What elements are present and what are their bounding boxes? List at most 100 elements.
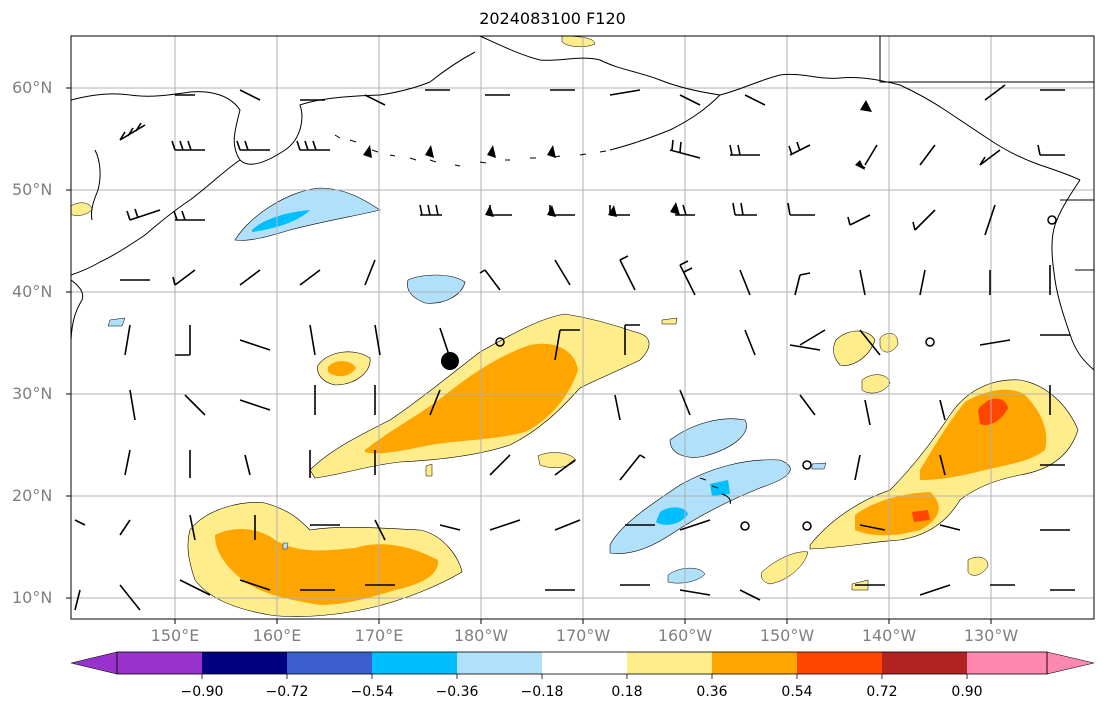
lon-label: 130°W: [963, 626, 1019, 645]
lat-label: 10°N: [12, 588, 53, 607]
positive-anomaly-region: [861, 374, 891, 394]
wind-barb: [984, 204, 996, 236]
station-circle: [925, 337, 935, 347]
wind-barb: [554, 519, 581, 531]
wind-barb: [939, 399, 946, 421]
colorbar-under-extension: [70, 651, 118, 675]
wind-barb: [919, 269, 926, 296]
positive-anomaly-region: [761, 551, 809, 585]
wind-barb: [429, 389, 441, 416]
wind-barb: [173, 210, 205, 221]
wind-barb: [244, 454, 251, 476]
wind-barb: [669, 139, 701, 159]
wind-barb: [124, 324, 131, 356]
colorbar-tick-label: −0.54: [350, 684, 394, 700]
gridlines: [71, 36, 1094, 619]
negative-anomaly-region: [282, 542, 289, 550]
colorbar-segment: [457, 652, 542, 674]
lon-label: 140°W: [861, 626, 917, 645]
wind-barb: [189, 514, 196, 541]
hawaii-islands: [699, 477, 731, 505]
lat-label: 50°N: [12, 180, 53, 199]
wind-barb: [184, 394, 206, 416]
colorbar-tick-label: 0.54: [781, 684, 813, 700]
colorbar-tick-label: −0.72: [265, 684, 309, 700]
positive-anomaly-core: [365, 343, 578, 454]
station-circle: [802, 460, 812, 470]
wind-barb: [739, 589, 761, 601]
colorbar-tick-label: −0.36: [435, 684, 479, 700]
wind-barb: [489, 519, 521, 531]
station-circle: [740, 521, 750, 531]
negative-anomaly-region: [609, 459, 791, 554]
asia-coastline: [71, 81, 431, 165]
sakhalin-coastline: [91, 149, 101, 221]
colorbar-segment: [202, 652, 287, 674]
wind-barb: [679, 589, 711, 596]
wind-barb: [679, 94, 701, 106]
wind-barb: [919, 144, 936, 166]
wind-barb: [732, 202, 757, 216]
wind-barb: [74, 589, 81, 611]
wind-barb: [744, 329, 756, 356]
wind-barb: [847, 214, 871, 226]
wind-barb: [939, 524, 961, 531]
negative-anomaly-region: [667, 567, 706, 584]
wind-barb: [787, 202, 815, 216]
positive-anomaly-peak: [912, 510, 930, 522]
wind-barb: [979, 149, 1001, 166]
negative-anomaly-region: [407, 274, 466, 304]
lat-label: 40°N: [12, 282, 53, 301]
large-black-dot: [441, 352, 459, 370]
wind-barb: [296, 140, 330, 151]
wind-barb: [309, 324, 316, 356]
colorbar-segment: [967, 652, 1047, 674]
colorbar: [70, 651, 1095, 679]
wind-barb: [854, 454, 861, 481]
colorbar-segment: [372, 652, 457, 674]
positive-anomaly-region: [71, 202, 93, 216]
chart-title: 2024083100 F120: [479, 9, 626, 28]
lon-label: 150°E: [150, 626, 200, 645]
wind-barb: [479, 269, 501, 291]
wind-barb: [554, 459, 576, 476]
latitude-ticks: [66, 87, 71, 599]
north-america-coastline: [1051, 179, 1094, 371]
colorbar-tick-label: 0.72: [866, 684, 898, 700]
wind-barb: [984, 84, 1006, 101]
wind-barb: [179, 579, 211, 596]
colorbar-frame: [116, 651, 1048, 675]
wind-barb: [374, 519, 386, 541]
wind-barb: [679, 389, 691, 416]
wind-barb: [679, 519, 711, 531]
wind-barb: [788, 141, 811, 156]
wind-barb: [1037, 144, 1065, 156]
lat-label: 20°N: [12, 486, 53, 505]
station-circle: [1047, 215, 1057, 225]
positive-anomaly-region: [967, 556, 989, 576]
colorbar-segment: [627, 652, 712, 674]
lon-label: 180°W: [453, 626, 509, 645]
positive-anomaly-core: [215, 528, 439, 605]
longitude-ticks: [174, 619, 992, 624]
alaska-coastline: [429, 36, 1081, 181]
colorbar-tick-label: 0.36: [696, 684, 728, 700]
canada-border: [879, 36, 1094, 83]
wind-barb: [239, 579, 271, 591]
aleutian-islands: [334, 134, 607, 167]
colorbar-segment: [287, 652, 372, 674]
wind-barb: [119, 584, 141, 611]
lon-label: 170°E: [354, 626, 404, 645]
station-circle: [802, 521, 812, 531]
us-border: [1060, 199, 1094, 271]
positive-anomaly-region: [537, 452, 577, 468]
wind-barb-flags: [363, 100, 872, 217]
lon-label: 160°W: [657, 626, 713, 645]
negative-anomaly-core: [252, 210, 310, 232]
wind-barb: [364, 94, 386, 106]
wind-barb: [794, 272, 811, 296]
wind-barb: [374, 324, 381, 356]
negative-anomaly-core: [710, 480, 730, 496]
positive-anomaly-core: [855, 492, 939, 536]
